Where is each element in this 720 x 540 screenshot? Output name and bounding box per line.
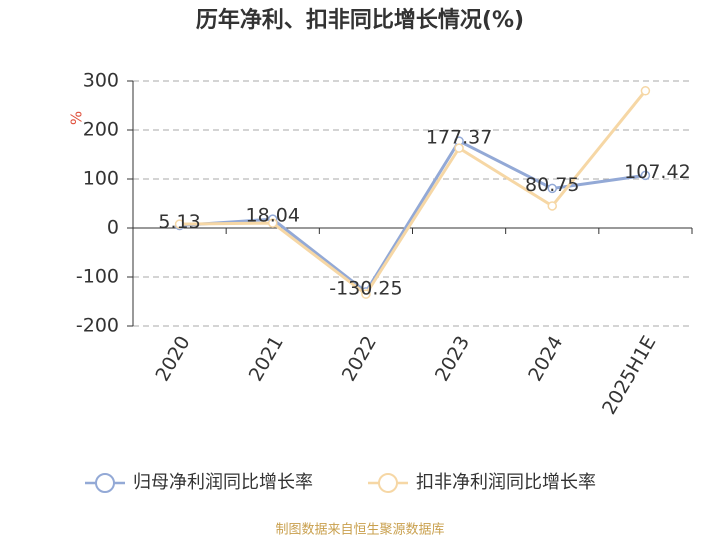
x-tick-label: 2021 [245,332,288,385]
point [268,218,278,228]
chart-title: 历年净利、扣非同比增长情况(%) [196,7,524,33]
y-tick-label: 200 [83,119,119,141]
x-tick-label: 2023 [431,332,474,385]
y-axis-unit: % [68,111,86,125]
y-tick-label: 300 [83,70,119,92]
point [361,289,371,299]
value-label: -130.25 [329,277,402,299]
x-tick-label: 2024 [524,332,567,385]
point [174,219,185,229]
x-tick-label: 2025H1E [598,332,660,418]
value-label: 80.75 [525,174,579,196]
legend-marker [378,473,398,493]
value-label: 18.04 [246,205,300,227]
y-tick-label: 0 [107,217,119,239]
legend-marker [95,473,115,493]
value-label: 5.13 [158,211,200,233]
x-tick-label: 2020 [151,332,194,385]
legend-label: 扣非净利润同比增长率 [416,472,596,493]
value-label: 177.37 [426,127,492,149]
legend-label: 归母净利润同比增长率 [133,472,313,493]
point [640,170,651,181]
x-tick-label: 2022 [338,332,381,385]
point [640,86,651,96]
series-line [179,89,647,297]
y-tick-label: 100 [83,168,119,190]
value-label: 107.42 [624,161,690,183]
y-tick-label: -100 [76,266,119,288]
source-note: 制图数据来自恒生聚源数据库 [275,522,444,538]
point [547,183,557,194]
point [454,143,464,153]
point [547,201,557,211]
y-tick-label: -200 [76,315,119,337]
